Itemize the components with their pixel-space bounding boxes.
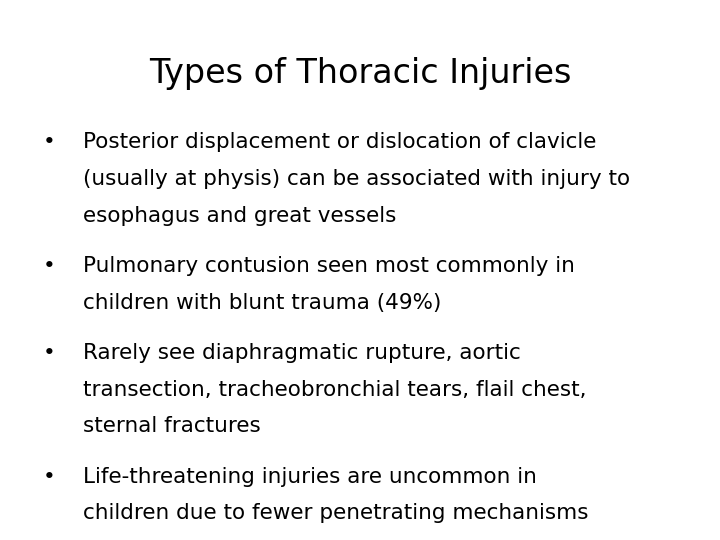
Text: •: • xyxy=(42,467,55,487)
Text: children due to fewer penetrating mechanisms: children due to fewer penetrating mechan… xyxy=(83,503,588,523)
Text: •: • xyxy=(42,132,55,152)
Text: (usually at physis) can be associated with injury to: (usually at physis) can be associated wi… xyxy=(83,169,630,189)
Text: children with blunt trauma (49%): children with blunt trauma (49%) xyxy=(83,293,441,313)
Text: Rarely see diaphragmatic rupture, aortic: Rarely see diaphragmatic rupture, aortic xyxy=(83,343,521,363)
Text: esophagus and great vessels: esophagus and great vessels xyxy=(83,206,396,226)
Text: Posterior displacement or dislocation of clavicle: Posterior displacement or dislocation of… xyxy=(83,132,596,152)
Text: Pulmonary contusion seen most commonly in: Pulmonary contusion seen most commonly i… xyxy=(83,256,575,276)
Text: transection, tracheobronchial tears, flail chest,: transection, tracheobronchial tears, fla… xyxy=(83,380,586,400)
Text: sternal fractures: sternal fractures xyxy=(83,416,261,436)
Text: Life-threatening injuries are uncommon in: Life-threatening injuries are uncommon i… xyxy=(83,467,536,487)
Text: •: • xyxy=(42,343,55,363)
Text: Types of Thoracic Injuries: Types of Thoracic Injuries xyxy=(149,57,571,90)
Text: •: • xyxy=(42,256,55,276)
